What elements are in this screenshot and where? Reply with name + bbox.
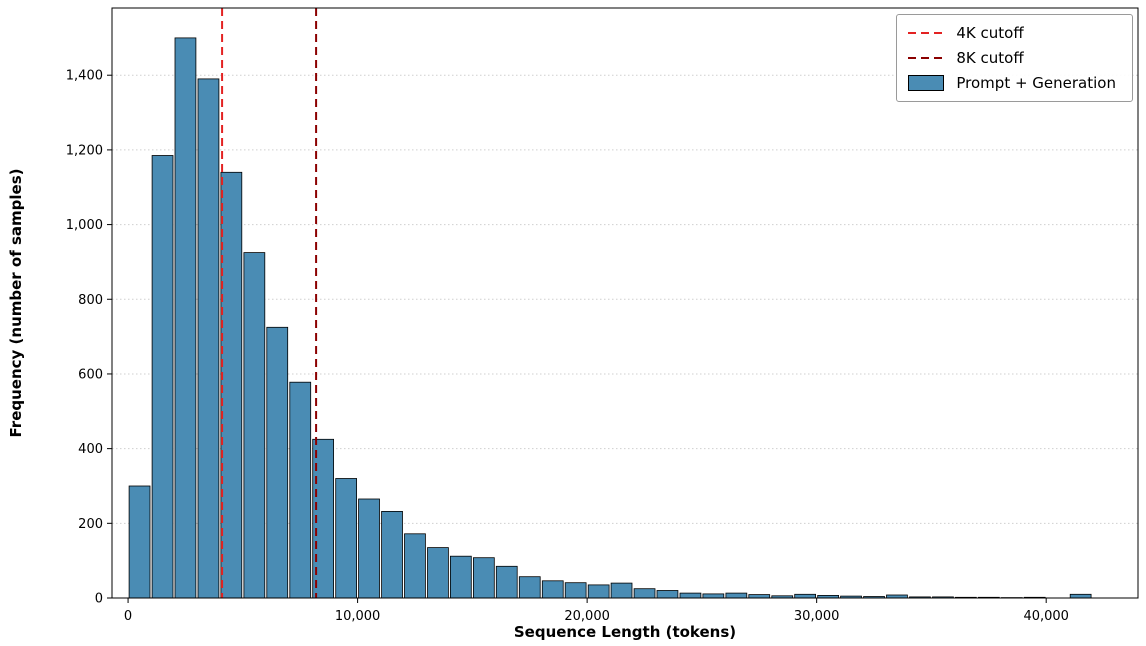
histogram-bar bbox=[197, 78, 220, 599]
histogram-bar bbox=[794, 593, 817, 599]
histogram-bar bbox=[220, 171, 243, 599]
y-tick-label: 1,000 bbox=[66, 218, 103, 233]
y-tick-label: 400 bbox=[78, 442, 103, 457]
y-tick-label: 1,200 bbox=[66, 143, 103, 158]
histogram-bar bbox=[358, 498, 380, 599]
histogram-bar bbox=[449, 555, 472, 599]
histogram-bar bbox=[381, 510, 403, 599]
histogram-bar bbox=[725, 592, 748, 599]
legend-label-8k-cutoff: 8K cutoff bbox=[956, 49, 1024, 67]
histogram-bar bbox=[174, 37, 197, 599]
histogram-bar bbox=[404, 533, 426, 599]
x-axis-title: Sequence Length (tokens) bbox=[513, 623, 737, 641]
histogram-bar bbox=[702, 593, 725, 599]
histogram-bar bbox=[656, 590, 679, 599]
histogram-bar bbox=[472, 557, 495, 599]
y-tick-label: 600 bbox=[78, 367, 103, 382]
histogram-bar bbox=[564, 582, 587, 599]
y-tick-label: 0 bbox=[95, 592, 103, 607]
histogram-bar bbox=[495, 565, 518, 599]
plot-frame bbox=[111, 7, 1139, 599]
y-tick-label: 800 bbox=[78, 293, 103, 308]
y-tick-label: 1,400 bbox=[66, 69, 103, 84]
legend-label-prompt-generation: Prompt + Generation bbox=[956, 74, 1116, 92]
y-axis-title: Frequency (number of samples) bbox=[7, 168, 25, 438]
x-tick-label: 10,000 bbox=[335, 609, 381, 624]
legend-item-4k-cutoff: 4K cutoff bbox=[908, 24, 1116, 42]
histogram-bar bbox=[128, 485, 151, 599]
x-tick-label: 40,000 bbox=[1023, 609, 1069, 624]
legend-item-8k-cutoff: 8K cutoff bbox=[908, 49, 1116, 67]
histogram-series-patch-icon bbox=[908, 75, 945, 91]
histogram-bar bbox=[427, 547, 449, 599]
histogram-bar bbox=[266, 326, 289, 599]
histogram-bar bbox=[748, 594, 771, 599]
x-tick-label: 30,000 bbox=[794, 609, 840, 624]
x-tick-label: 20,000 bbox=[564, 609, 610, 624]
x-tick-label: 0 bbox=[124, 609, 132, 624]
histogram-bar bbox=[1069, 593, 1092, 599]
y-tick-label: 200 bbox=[78, 517, 103, 532]
legend-label-4k-cutoff: 4K cutoff bbox=[956, 24, 1024, 42]
histogram-bar bbox=[151, 155, 174, 599]
histogram-bar bbox=[541, 580, 564, 599]
histogram-bar bbox=[289, 381, 312, 599]
histogram-bar bbox=[518, 576, 541, 599]
8k-cutoff-dashed-line-icon bbox=[908, 56, 945, 60]
histogram-bar bbox=[679, 592, 702, 599]
legend: 4K cutoff 8K cutoff Prompt + Generation bbox=[896, 14, 1133, 102]
4k-cutoff-dashed-line-icon bbox=[908, 31, 945, 35]
histogram-bar bbox=[243, 252, 266, 599]
histogram-bar bbox=[610, 582, 633, 599]
legend-item-prompt-generation: Prompt + Generation bbox=[908, 74, 1116, 92]
histogram-bar bbox=[335, 478, 358, 599]
histogram-bar bbox=[633, 588, 656, 599]
histogram-bar bbox=[587, 584, 610, 599]
